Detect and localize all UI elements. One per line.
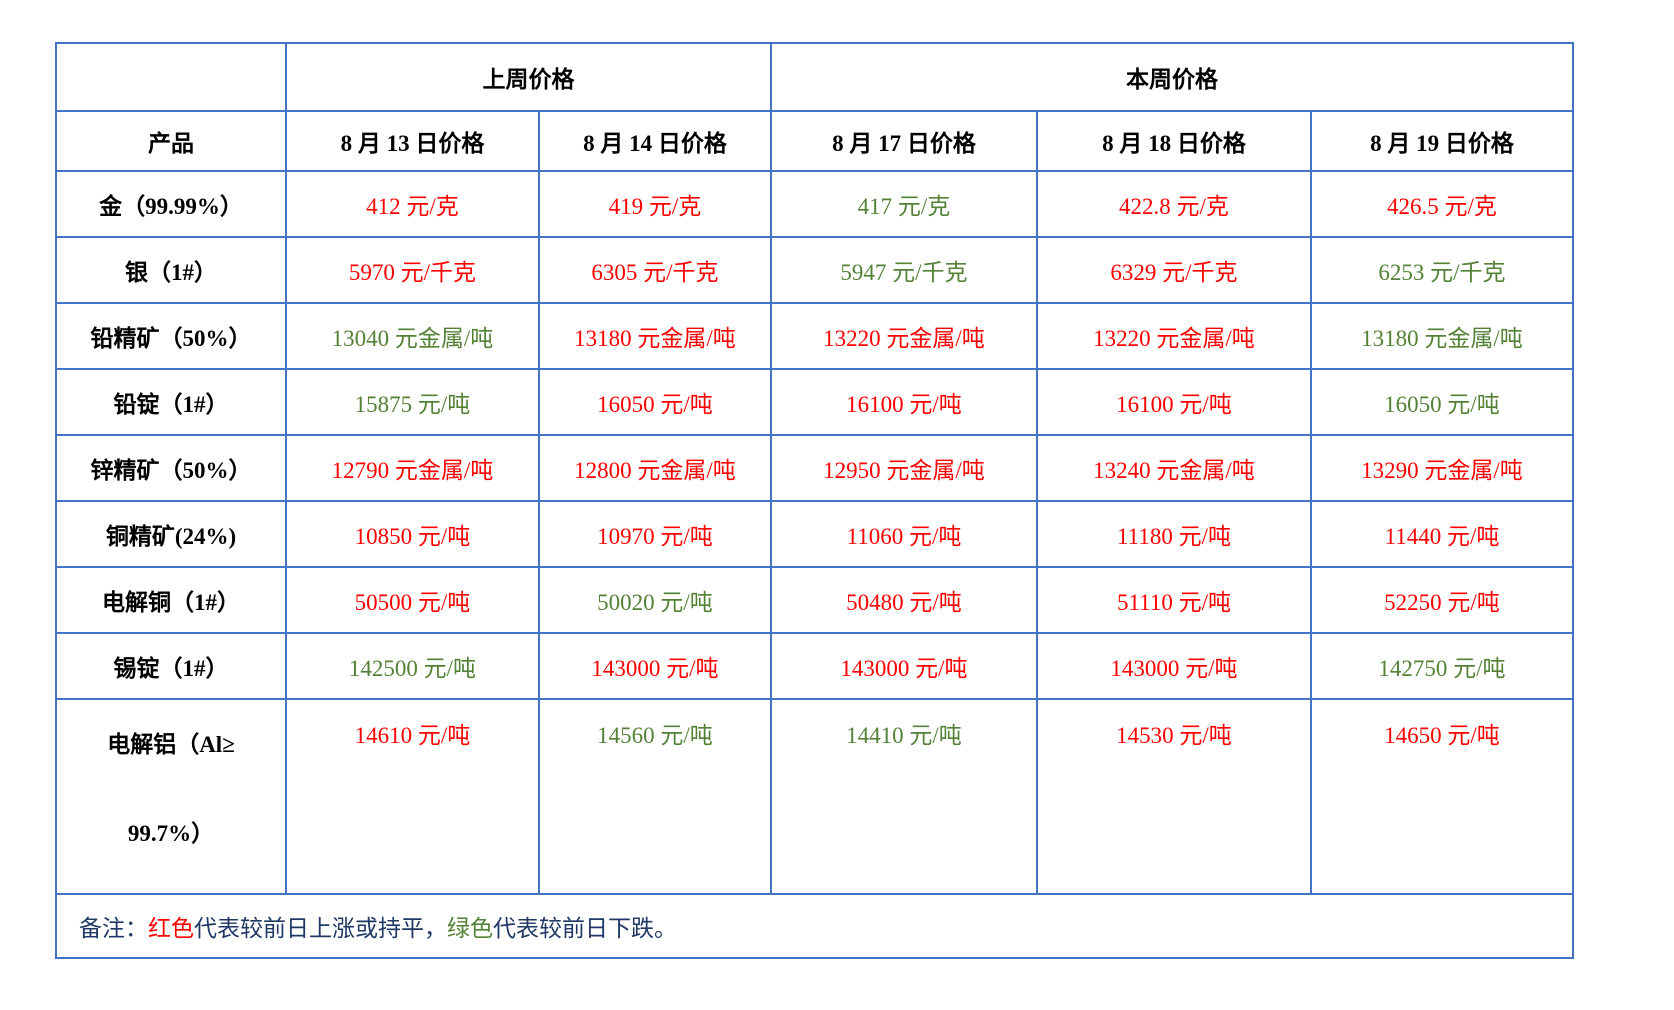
product-cell: 锡锭（1#） [55,632,287,700]
price-cell: 6329 元/千克 [1036,236,1312,304]
table-row: 银（1#） 5970 元/千克 6305 元/千克 5947 元/千克 6329 元/千… [55,236,1574,304]
product-cell: 金（99.99%） [55,170,287,238]
product-cell: 铜精矿(24%) [55,500,287,568]
price-cell: 142500 元/吨 [285,632,540,700]
price-cell: 12800 元金属/吨 [538,434,772,502]
price-cell: 16100 元/吨 [770,368,1038,436]
note-cell: 备注：红色代表较前日上涨或持平，绿色代表较前日下跌。 [55,893,1574,959]
last-week-header: 上周价格 [285,42,772,112]
price-cell: 14610 元/吨 [285,698,540,895]
product-cell: 银（1#） [55,236,287,304]
table-row: 锡锭（1#） 142500 元/吨 143000 元/吨 143000 元/吨 1430… [55,632,1574,700]
product-cell: 铅锭（1#） [55,368,287,436]
price-cell: 52250 元/吨 [1310,566,1574,634]
metal-price-table-container: 上周价格 本周价格 产品 8 月 13 日价格 8 月 14 日价格 8 月 1… [55,42,1574,959]
price-cell: 14530 元/吨 [1036,698,1312,895]
price-cell: 16050 元/吨 [1310,368,1574,436]
price-cell: 12950 元金属/吨 [770,434,1038,502]
price-cell: 14560 元/吨 [538,698,772,895]
price-cell: 50480 元/吨 [770,566,1038,634]
price-cell: 16050 元/吨 [538,368,772,436]
price-cell: 14650 元/吨 [1310,698,1574,895]
this-week-header: 本周价格 [770,42,1574,112]
price-cell: 50500 元/吨 [285,566,540,634]
price-cell: 16100 元/吨 [1036,368,1312,436]
table-row: 铅锭（1#） 15875 元/吨 16050 元/吨 16100 元/吨 16100 元… [55,368,1574,436]
product-cell: 电解铝（Al≥ 99.7%） [55,698,287,895]
table-row: 锌精矿（50%） 12790 元金属/吨 12800 元金属/吨 12950 元金属/… [55,434,1574,502]
price-cell: 6305 元/千克 [538,236,772,304]
note-green-desc: 代表较前日下跌。 [493,916,677,941]
note-row: 备注：红色代表较前日上涨或持平，绿色代表较前日下跌。 [55,893,1574,959]
price-cell: 10970 元/吨 [538,500,772,568]
price-table-body: 金（99.99%） 412 元/克 419 元/克 417 元/克 422.8 元/克 4… [55,170,1574,895]
price-cell: 50020 元/吨 [538,566,772,634]
column-header-aug17: 8 月 17 日价格 [770,110,1038,172]
price-cell: 422.8 元/克 [1036,170,1312,238]
column-header-product: 产品 [55,110,287,172]
note-red-desc: 代表较前日上涨或持平， [194,916,447,941]
table-row: 金（99.99%） 412 元/克 419 元/克 417 元/克 422.8 元/克 4… [55,170,1574,238]
price-cell: 13180 元金属/吨 [538,302,772,370]
table-row: 电解铜（1#） 50500 元/吨 50020 元/吨 50480 元/吨 51110 … [55,566,1574,634]
product-cell: 锌精矿（50%） [55,434,287,502]
note-prefix: 备注： [79,916,148,941]
column-header-aug18: 8 月 18 日价格 [1036,110,1312,172]
price-cell: 419 元/克 [538,170,772,238]
column-header-aug19: 8 月 19 日价格 [1310,110,1574,172]
price-cell: 51110 元/吨 [1036,566,1312,634]
product-cell: 铅精矿（50%） [55,302,287,370]
price-cell: 15875 元/吨 [285,368,540,436]
metal-price-table: 上周价格 本周价格 产品 8 月 13 日价格 8 月 14 日价格 8 月 1… [55,42,1574,959]
column-header-aug13: 8 月 13 日价格 [285,110,540,172]
price-cell: 143000 元/吨 [770,632,1038,700]
price-cell: 11180 元/吨 [1036,500,1312,568]
price-cell: 142750 元/吨 [1310,632,1574,700]
price-cell: 5947 元/千克 [770,236,1038,304]
column-header-aug14: 8 月 14 日价格 [538,110,772,172]
price-cell: 13180 元金属/吨 [1310,302,1574,370]
price-cell: 14410 元/吨 [770,698,1038,895]
product-cell: 电解铜（1#） [55,566,287,634]
column-header-row: 产品 8 月 13 日价格 8 月 14 日价格 8 月 17 日价格 8 月 … [55,110,1574,172]
price-cell: 412 元/克 [285,170,540,238]
note-red-label: 红色 [148,916,194,941]
corner-cell [55,42,287,112]
price-cell: 13220 元金属/吨 [1036,302,1312,370]
price-cell: 13040 元金属/吨 [285,302,540,370]
price-cell: 13240 元金属/吨 [1036,434,1312,502]
price-cell: 10850 元/吨 [285,500,540,568]
price-cell: 143000 元/吨 [538,632,772,700]
table-row: 铅精矿（50%） 13040 元金属/吨 13180 元金属/吨 13220 元金属/… [55,302,1574,370]
price-cell: 13220 元金属/吨 [770,302,1038,370]
price-cell: 143000 元/吨 [1036,632,1312,700]
price-cell: 11060 元/吨 [770,500,1038,568]
group-header-row: 上周价格 本周价格 [55,42,1574,112]
price-cell: 6253 元/千克 [1310,236,1574,304]
table-row: 电解铝（Al≥ 99.7%） 14610 元/吨 14560 元/吨 14410 元/… [55,698,1574,895]
note-green-label: 绿色 [447,916,493,941]
price-cell: 12790 元金属/吨 [285,434,540,502]
price-cell: 13290 元金属/吨 [1310,434,1574,502]
table-row: 铜精矿(24%) 10850 元/吨 10970 元/吨 11060 元/吨 11180… [55,500,1574,568]
price-cell: 417 元/克 [770,170,1038,238]
price-cell: 5970 元/千克 [285,236,540,304]
price-cell: 426.5 元/克 [1310,170,1574,238]
price-cell: 11440 元/吨 [1310,500,1574,568]
